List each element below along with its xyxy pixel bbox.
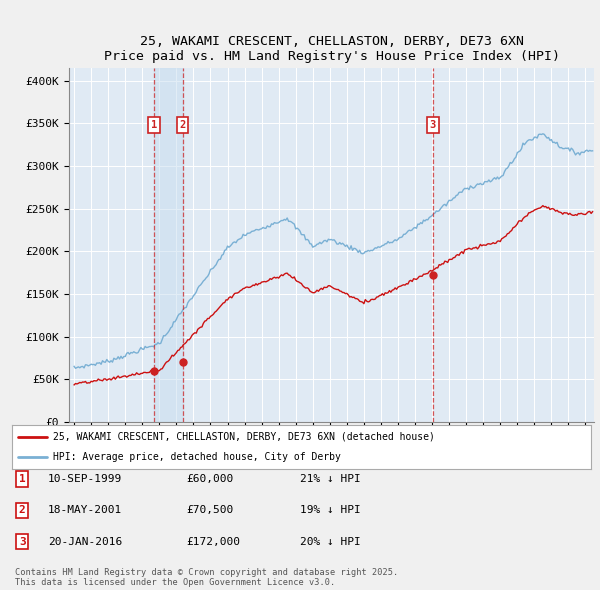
- Text: 1: 1: [19, 474, 26, 484]
- Title: 25, WAKAMI CRESCENT, CHELLASTON, DERBY, DE73 6XN
Price paid vs. HM Land Registry: 25, WAKAMI CRESCENT, CHELLASTON, DERBY, …: [104, 35, 560, 63]
- Text: Contains HM Land Registry data © Crown copyright and database right 2025.
This d: Contains HM Land Registry data © Crown c…: [15, 568, 398, 587]
- Text: 2: 2: [179, 120, 186, 130]
- Text: £60,000: £60,000: [186, 474, 233, 484]
- Text: 1: 1: [151, 120, 157, 130]
- Text: 3: 3: [19, 537, 26, 546]
- Text: 19% ↓ HPI: 19% ↓ HPI: [300, 506, 361, 515]
- Text: 10-SEP-1999: 10-SEP-1999: [48, 474, 122, 484]
- Text: 2: 2: [19, 506, 26, 515]
- Text: £172,000: £172,000: [186, 537, 240, 546]
- Text: 18-MAY-2001: 18-MAY-2001: [48, 506, 122, 515]
- Text: 25, WAKAMI CRESCENT, CHELLASTON, DERBY, DE73 6XN (detached house): 25, WAKAMI CRESCENT, CHELLASTON, DERBY, …: [53, 432, 434, 442]
- Text: £70,500: £70,500: [186, 506, 233, 515]
- Bar: [154, 68, 182, 422]
- Text: 3: 3: [430, 120, 436, 130]
- Text: 20% ↓ HPI: 20% ↓ HPI: [300, 537, 361, 546]
- Text: 20-JAN-2016: 20-JAN-2016: [48, 537, 122, 546]
- Text: 21% ↓ HPI: 21% ↓ HPI: [300, 474, 361, 484]
- Text: HPI: Average price, detached house, City of Derby: HPI: Average price, detached house, City…: [53, 452, 340, 462]
